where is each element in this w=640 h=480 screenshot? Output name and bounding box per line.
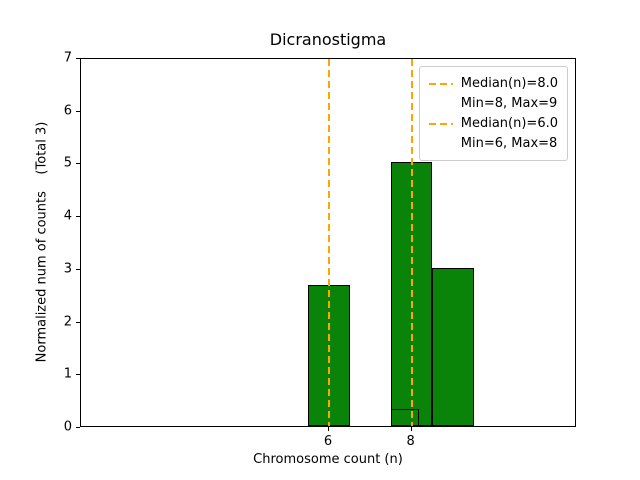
y-axis-label: Normalized num of counts (Total 3) (34, 121, 50, 363)
legend-label: Median(n)=6.0 (460, 116, 558, 131)
y-tick-label: 3 (63, 261, 72, 277)
y-tick-label: 0 (63, 419, 72, 435)
y-tick-label: 5 (63, 155, 72, 171)
legend-row: Min=8, Max=9 (429, 94, 558, 114)
legend: Median(n)=8.0 Min=8, Max=9 Median(n)=6.0… (418, 66, 568, 161)
median-line (328, 59, 330, 426)
y-tick-label: 4 (63, 208, 72, 224)
y-tick-mark (76, 321, 80, 323)
chart-title: Dicranostigma (269, 30, 387, 49)
y-tick-label: 1 (63, 366, 72, 382)
y-tick-label: 7 (63, 50, 72, 66)
legend-row: Median(n)=6.0 (428, 114, 558, 134)
median-line (410, 59, 413, 426)
median-dashed-line-icon (428, 123, 453, 125)
x-tick-mark (328, 427, 329, 431)
x-tick-label: 8 (406, 434, 415, 449)
legend-row: Min=6, Max=8 (429, 134, 558, 154)
histogram-bar-outline (391, 408, 419, 426)
x-tick-label: 6 (323, 434, 333, 449)
legend-label: Median(n)=8.0 (460, 76, 558, 91)
x-axis-label: Chromosome count (n) (253, 452, 403, 467)
y-tick-mark (76, 374, 80, 376)
y-tick-label: 2 (63, 314, 72, 330)
x-tick-mark (410, 427, 412, 431)
legend-label: Min=8, Max=9 (460, 96, 558, 111)
median-dashed-line-icon (428, 83, 453, 85)
legend-row: Median(n)=8.0 (428, 74, 558, 94)
histogram-bar (432, 267, 474, 426)
y-tick-mark (76, 58, 80, 59)
y-tick-mark (76, 163, 80, 165)
y-tick-mark (76, 427, 80, 428)
y-tick-mark (76, 110, 80, 112)
plot-area: Median(n)=8.0 Min=8, Max=9 Median(n)=6.0… (80, 58, 576, 427)
legend-handle-empty (429, 143, 453, 145)
legend-label: Min=6, Max=8 (460, 136, 558, 151)
y-tick-mark (76, 216, 80, 218)
y-tick-mark (76, 268, 80, 270)
y-tick-label: 6 (63, 103, 72, 119)
legend-handle-empty (429, 103, 453, 105)
